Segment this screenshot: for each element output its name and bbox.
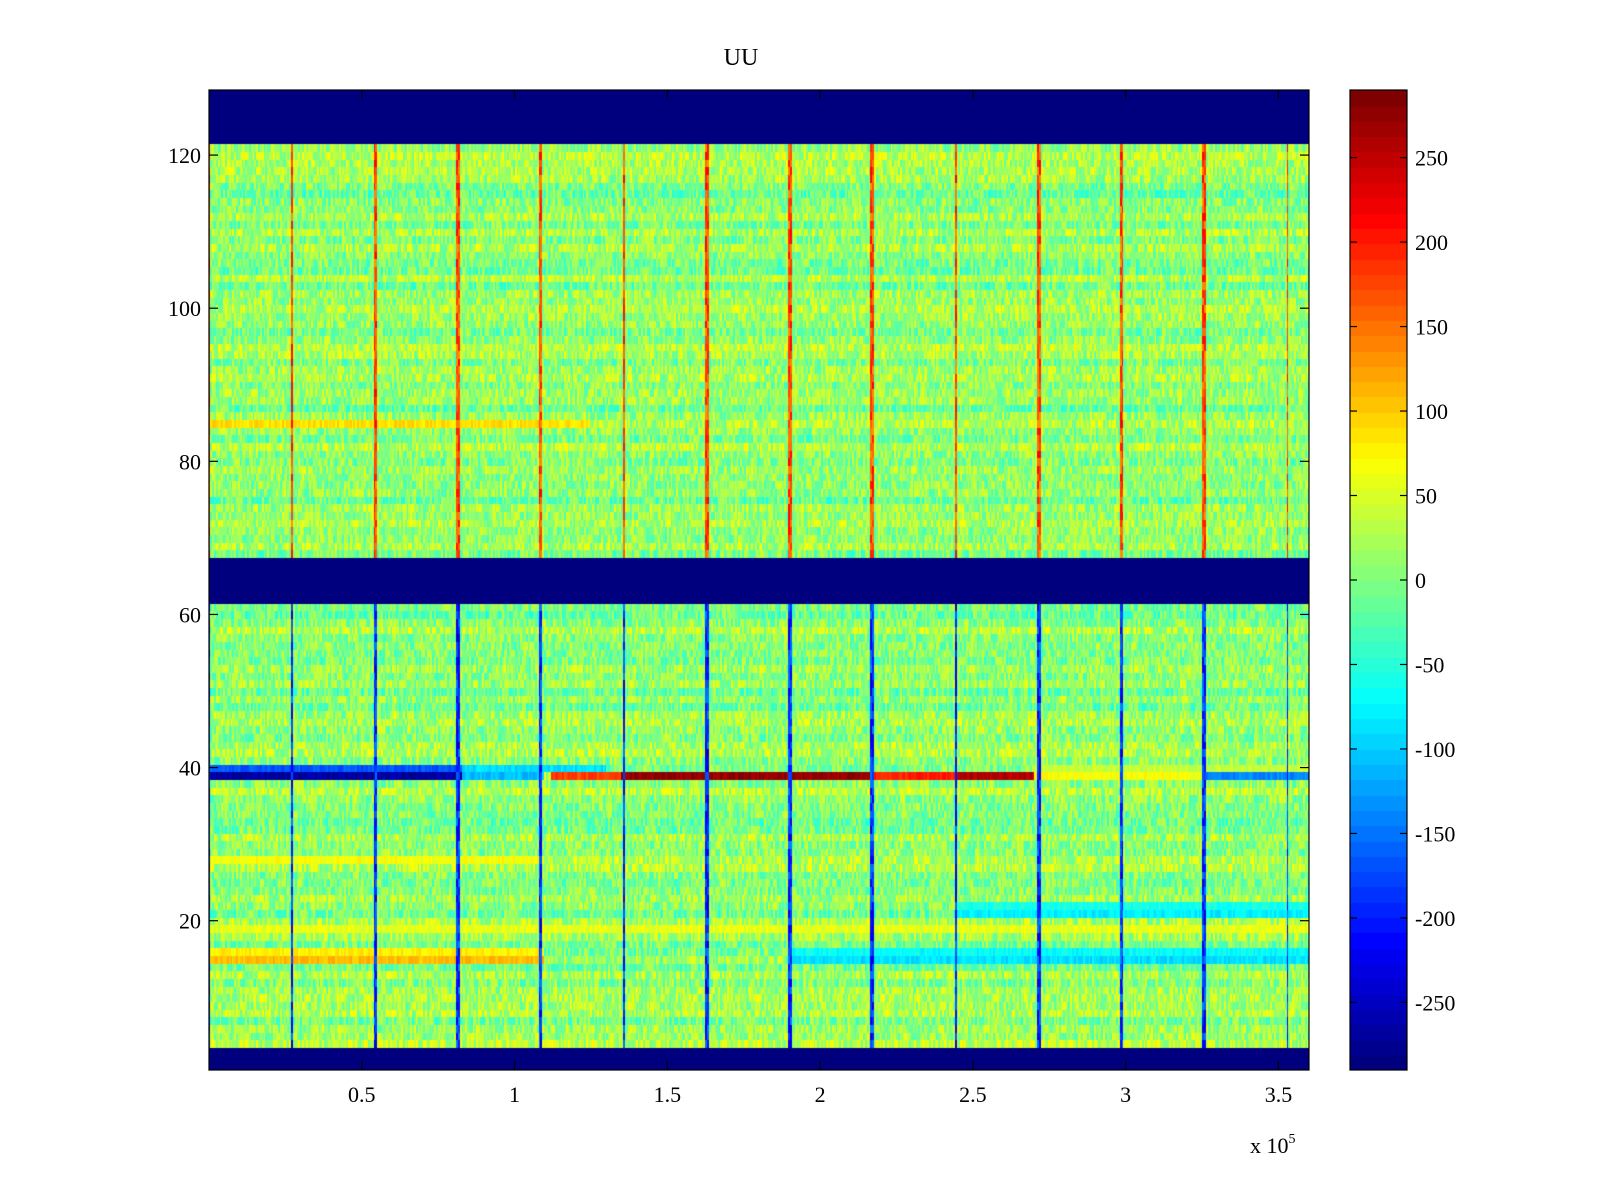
colorbar-tick-label: -250 [1415,990,1455,1015]
x-tick-label: 1 [509,1082,520,1107]
y-tick-label: 40 [179,756,201,781]
y-tick-label: 100 [168,296,201,321]
colorbar-tick-label: 0 [1415,568,1426,593]
y-tick-label: 20 [179,909,201,934]
heatmap-image-holder [209,90,1309,1070]
x-axis: 0.5 1 1.5 2 2.5 3 3.5 [348,90,1292,1107]
colorbar-image [1350,90,1407,1070]
chart-title: UU [724,45,759,71]
colorbar-tick-label: 100 [1415,399,1448,424]
plot-axes-box [208,89,1310,1071]
colorbar-image-holder [1350,90,1407,1070]
x-exponent-label: x 105 [1250,1132,1296,1158]
colorbar-tick-label: -150 [1415,821,1455,846]
x-tick-label: 2 [815,1082,826,1107]
colorbar-tick-label: 200 [1415,230,1448,255]
x-tick-label: 3.5 [1265,1082,1293,1107]
colorbar-tick-label: -100 [1415,737,1455,762]
colorbar-axis: -250 -200 -150 -100 -50 0 50 100 150 200 250 [1350,146,1455,1015]
x-tick-label: 1.5 [654,1082,682,1107]
x-tick-label: 2.5 [959,1082,987,1107]
y-tick-label: 120 [168,143,201,168]
x-tick-label: 3 [1120,1082,1131,1107]
colorbar-tick-label: 150 [1415,315,1448,340]
colorbar-tick-label: -200 [1415,906,1455,931]
colorbar-tick-label: -50 [1415,652,1444,677]
y-tick-label: 60 [179,602,201,627]
heatmap-image [209,90,1309,1070]
colorbar-tick-label: 50 [1415,484,1437,509]
y-tick-label: 80 [179,449,201,474]
x-exponent-power: 5 [1289,1132,1296,1147]
x-tick-label: 0.5 [348,1082,376,1107]
x-exponent-base: x 10 [1250,1133,1289,1158]
colorbar-tick-label: 250 [1415,146,1448,171]
y-axis: 20 40 60 80 100 120 [168,143,1309,934]
